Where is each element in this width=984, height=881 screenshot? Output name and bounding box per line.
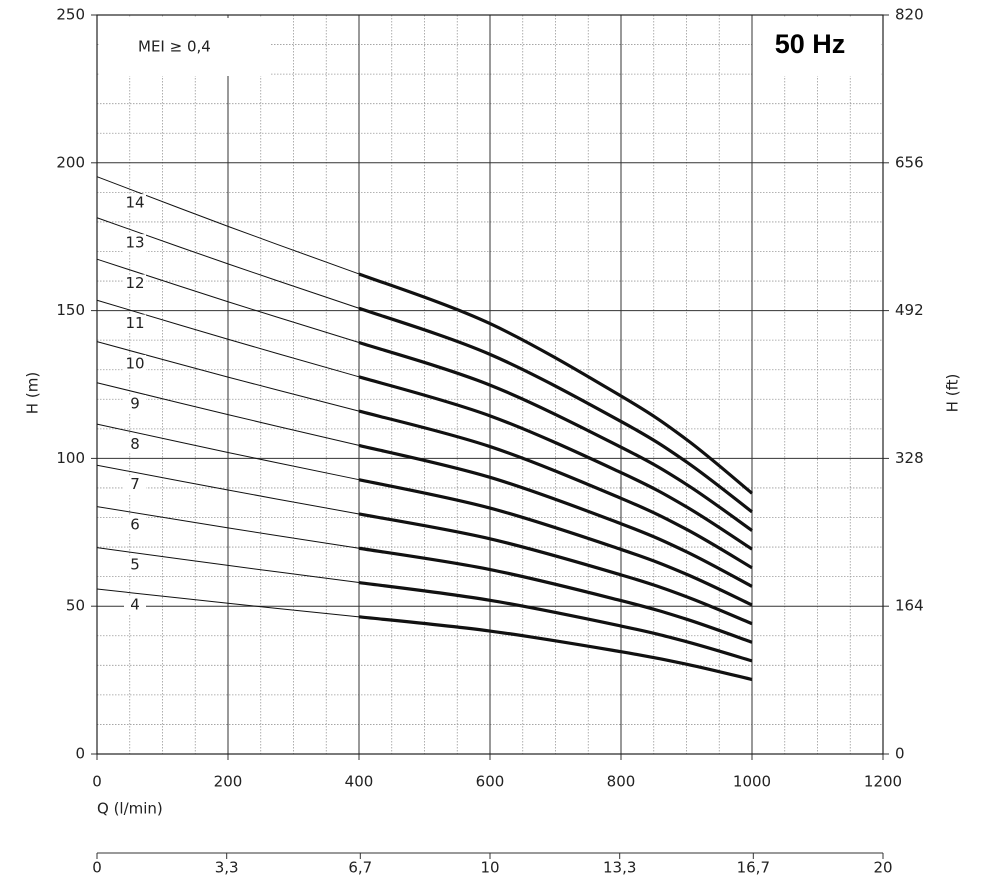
curve-label: 13: [125, 234, 144, 252]
curve-thin: [96, 176, 360, 275]
curve-thin: [96, 423, 360, 481]
x2-tick-label: 16,7: [737, 859, 770, 877]
curve-label-bg: [124, 475, 146, 494]
curve-thick: [358, 409, 753, 570]
curve-thin: [96, 341, 360, 412]
x-tick-label: 0: [92, 773, 102, 791]
y-tick-label: 100: [56, 449, 85, 467]
plot-frame: [96, 14, 884, 755]
curve-label: 12: [125, 274, 144, 292]
curve-label-bg: [124, 194, 146, 213]
x2-tick-label: 13,3: [603, 859, 636, 877]
curve-label: 4: [130, 596, 140, 614]
annotation-box: [100, 18, 270, 76]
x2-tick-label: 6,7: [348, 859, 372, 877]
x2-tick-label: 3,3: [215, 859, 239, 877]
curve-thin: [96, 217, 360, 309]
curve-thick: [358, 615, 753, 682]
x2-tick-label: 0: [92, 859, 102, 877]
curve-label-bg: [124, 354, 146, 373]
curve-label: 9: [130, 394, 140, 412]
curve-thin: [96, 506, 360, 549]
curve-thick: [358, 512, 753, 626]
curve-label: 5: [130, 555, 140, 573]
x-tick-label: 800: [607, 773, 636, 791]
curve-thin: [96, 299, 360, 378]
y-tick-label: 0: [75, 745, 85, 763]
x-tick-label: 400: [345, 773, 374, 791]
curve-thick: [358, 341, 753, 532]
annotation: 50 Hz: [775, 29, 846, 59]
curve-label-bg: [124, 435, 146, 454]
curve-thin: [96, 547, 360, 584]
y2-tick-label: 492: [895, 301, 924, 319]
x2-tick-label: 10: [480, 859, 499, 877]
curve-label-bg: [124, 394, 146, 413]
y-axis-label: H (m): [24, 372, 42, 414]
curve-label: 10: [125, 354, 144, 372]
curve-label-bg: [124, 274, 146, 293]
x-tick-label: 1200: [864, 773, 902, 791]
curve-label: 11: [125, 314, 144, 332]
curve-label-bg: [124, 314, 146, 333]
curve-label: 8: [130, 435, 140, 453]
y2-tick-label: 328: [895, 449, 924, 467]
annotation-box: [753, 18, 881, 76]
x-axis-label: Q (l/min): [97, 800, 163, 818]
curve-label-bg: [124, 515, 146, 534]
annotation: MEI ≥ 0,4: [138, 38, 211, 56]
x-tick-label: 600: [476, 773, 505, 791]
curve-label: 14: [125, 194, 144, 212]
curve-label: 6: [130, 515, 140, 533]
curve-thin: [96, 258, 360, 344]
curve-thin: [96, 464, 360, 515]
curve-label: 7: [130, 475, 140, 493]
curve-thin: [96, 588, 360, 618]
y2-tick-label: 164: [895, 597, 924, 615]
y-tick-label: 250: [56, 6, 85, 24]
x-tick-label: 1000: [733, 773, 771, 791]
curve-thick: [358, 478, 753, 607]
curve-thick: [358, 306, 753, 514]
x2-tick-label: 20: [873, 859, 892, 877]
curve-label-bg: [124, 596, 146, 615]
curve-label-bg: [124, 555, 146, 574]
curve-thick: [358, 580, 753, 663]
y2-tick-label: 820: [895, 6, 924, 24]
y2-tick-label: 656: [895, 153, 924, 171]
x-tick-label: 200: [214, 773, 243, 791]
y-tick-label: 150: [56, 301, 85, 319]
y2-tick-label: 0: [895, 745, 905, 763]
curve-thin: [96, 382, 360, 446]
y2-axis-label: H (ft): [944, 374, 962, 413]
curve-thick: [358, 272, 754, 495]
curve-thick: [358, 546, 753, 644]
curve-label-bg: [124, 234, 146, 253]
curve-thick: [358, 443, 753, 588]
curve-thick: [358, 375, 753, 551]
y-tick-label: 50: [66, 597, 85, 615]
y-tick-label: 200: [56, 153, 85, 171]
